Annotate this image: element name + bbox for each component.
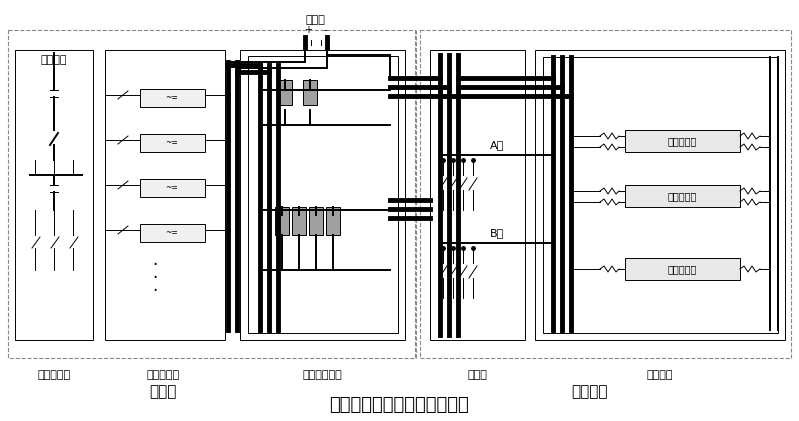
Text: 单路服务器: 单路服务器: [668, 264, 698, 274]
Text: 列头柜: 列头柜: [467, 370, 487, 380]
Bar: [140, 179, 205, 197]
Text: -: -: [324, 25, 327, 35]
Text: ·: ·: [153, 282, 157, 300]
Bar: [303, 80, 317, 105]
Text: A路: A路: [490, 140, 504, 150]
Text: B路: B路: [490, 228, 504, 238]
Bar: [535, 50, 785, 340]
Text: 市电引入: 市电引入: [41, 55, 67, 65]
Text: 设备机房: 设备机房: [572, 384, 608, 399]
Bar: [309, 207, 323, 235]
Text: ~=: ~=: [165, 93, 178, 102]
Bar: [105, 50, 225, 340]
Text: ~=: ~=: [165, 184, 178, 192]
Bar: [140, 224, 205, 242]
Bar: [625, 130, 740, 152]
Bar: [240, 50, 405, 340]
Text: 整流器机架: 整流器机架: [146, 370, 180, 380]
Bar: [15, 50, 93, 340]
Text: ·: ·: [153, 256, 157, 274]
Bar: [275, 207, 289, 235]
Text: 交流配电屏: 交流配电屏: [38, 370, 70, 380]
Bar: [543, 57, 778, 333]
Bar: [140, 134, 205, 152]
Bar: [430, 50, 525, 340]
Text: 直流总输出屏: 直流总输出屏: [302, 370, 342, 380]
Bar: [625, 258, 740, 280]
Bar: [140, 89, 205, 107]
Bar: [326, 207, 340, 235]
Text: ·: ·: [153, 269, 157, 287]
Text: +: +: [304, 25, 312, 35]
Text: 设备机架: 设备机架: [646, 370, 674, 380]
Text: 现有典型高压直流供电系统图: 现有典型高压直流供电系统图: [329, 396, 469, 414]
Bar: [278, 80, 292, 105]
Text: ~=: ~=: [165, 229, 178, 237]
Text: 电力室: 电力室: [149, 384, 177, 399]
Bar: [625, 185, 740, 207]
Bar: [292, 207, 306, 235]
Bar: [248, 56, 398, 333]
Text: ~=: ~=: [165, 139, 178, 147]
Text: 双路服务器: 双路服务器: [668, 191, 698, 201]
Text: 双路服务器: 双路服务器: [668, 136, 698, 146]
Text: 电池组: 电池组: [305, 15, 325, 25]
